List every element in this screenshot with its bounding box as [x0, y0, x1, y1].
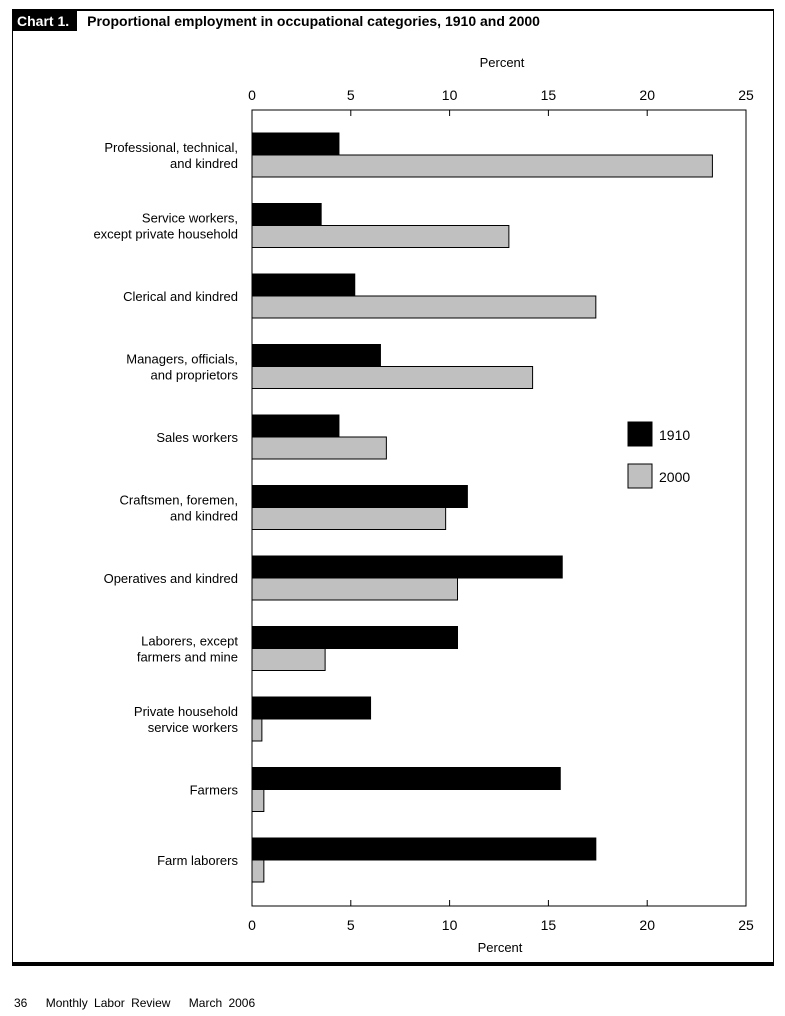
- x-tick-label-bottom: 10: [442, 917, 458, 933]
- bar-2000: [251, 859, 265, 883]
- bar-1910: [251, 555, 563, 579]
- issue-date: March 2006: [188, 996, 256, 1010]
- category-label: service workers: [148, 720, 239, 735]
- bar-1910: [251, 767, 561, 790]
- bar-1910: [251, 273, 356, 297]
- x-tick-label-bottom: 0: [248, 917, 256, 933]
- x-tick-label-bottom: 25: [738, 917, 754, 933]
- x-tick-label-bottom: 5: [347, 917, 355, 933]
- category-label: Managers, officials,: [126, 352, 238, 367]
- category-label: Farmers: [190, 783, 239, 798]
- category-label: Professional, technical,: [104, 140, 238, 155]
- chart-frame: [12, 9, 774, 966]
- chart-title: Proportional employment in occupational …: [87, 13, 540, 29]
- bar-1910: [251, 414, 340, 438]
- bar-2000: [251, 718, 263, 742]
- category-label: and kindred: [170, 509, 238, 524]
- chart-header: Chart 1. Proportional employment in occu…: [13, 11, 540, 31]
- bar-2000: [251, 648, 326, 671]
- chart-number-tag: Chart 1.: [13, 11, 78, 31]
- category-label: Clerical and kindred: [123, 289, 238, 304]
- bar-1910: [251, 203, 322, 226]
- category-label: and kindred: [170, 156, 238, 171]
- category-label: Service workers,: [142, 211, 238, 226]
- page-number: 36: [14, 996, 28, 1010]
- category-label: Craftsmen, foremen,: [120, 493, 239, 508]
- bar-1910: [251, 485, 468, 508]
- bar-2000: [251, 225, 510, 248]
- legend-label: 2000: [659, 469, 690, 485]
- legend-swatch-2000: [627, 463, 653, 489]
- bar-1910: [251, 132, 340, 156]
- bar-2000: [251, 789, 265, 812]
- x-tick-label-bottom: 20: [639, 917, 655, 933]
- bar-2000: [251, 154, 713, 178]
- bar-1910: [251, 696, 372, 720]
- legend-swatch-1910: [627, 421, 653, 447]
- bar-1910: [251, 626, 459, 649]
- journal-name: Monthly Labor Review: [45, 996, 171, 1010]
- x-tick-label-top: 15: [541, 87, 557, 103]
- category-label: farmers and mine: [137, 650, 238, 665]
- bar-2000: [251, 436, 387, 460]
- bar-2000: [251, 295, 597, 319]
- category-label: except private household: [93, 227, 238, 242]
- category-label: Operatives and kindred: [104, 571, 238, 586]
- category-label: Farm laborers: [157, 853, 238, 868]
- bar-2000: [251, 507, 447, 530]
- bar-1910: [251, 837, 597, 861]
- bar-1910: [251, 344, 381, 367]
- legend-label: 1910: [659, 427, 690, 443]
- bar-2000: [251, 366, 534, 389]
- category-label: Laborers, except: [141, 634, 238, 649]
- category-label: Private household: [134, 704, 238, 719]
- x-tick-label-bottom: 15: [541, 917, 557, 933]
- page-footer: 36 Monthly Labor Review March 2006: [14, 996, 267, 1010]
- category-label: and proprietors: [151, 368, 239, 383]
- x-tick-label-top: 5: [347, 87, 355, 103]
- x-tick-label-top: 20: [639, 87, 655, 103]
- x-tick-label-top: 0: [248, 87, 256, 103]
- bar-2000: [251, 577, 459, 601]
- x-tick-label-top: 25: [738, 87, 754, 103]
- x-axis-label-top: Percent: [480, 55, 525, 70]
- category-label: Sales workers: [156, 430, 238, 445]
- x-axis-label-bottom: Percent: [478, 940, 523, 955]
- x-tick-label-top: 10: [442, 87, 458, 103]
